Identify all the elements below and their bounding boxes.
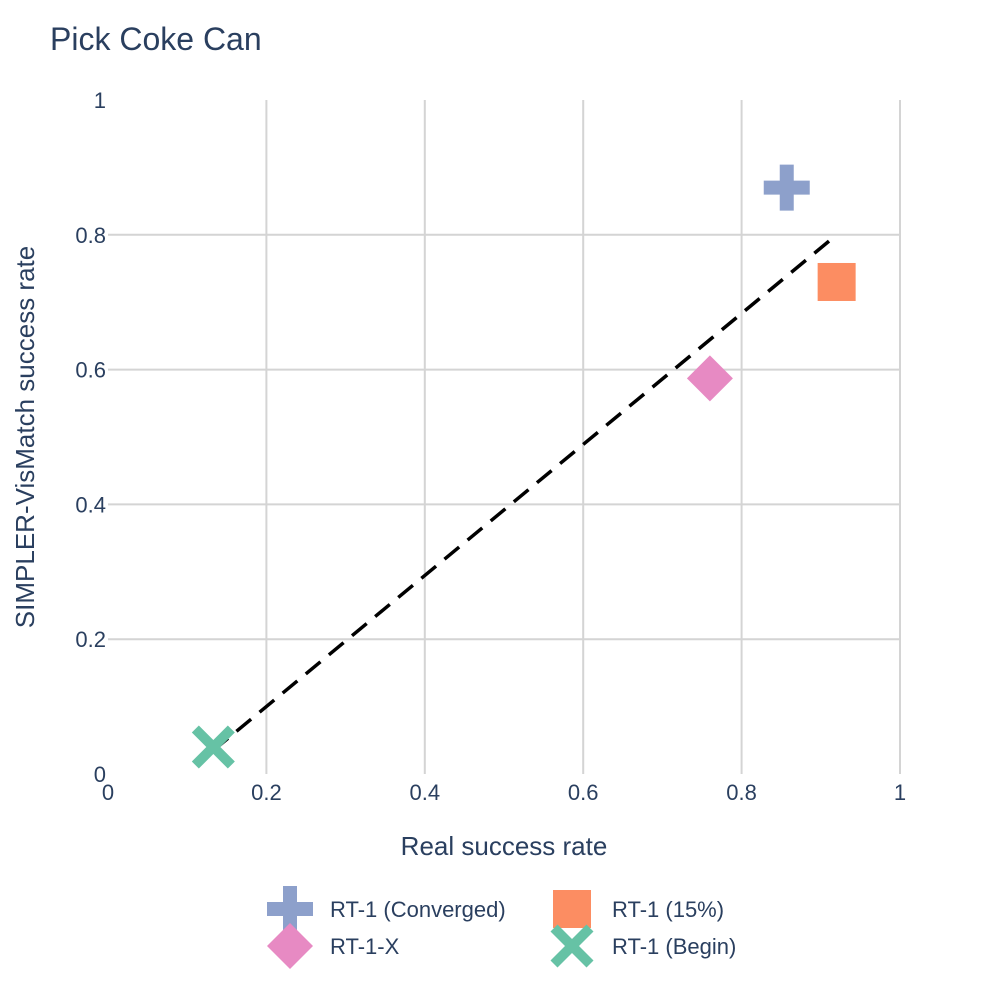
data-point-rt-1-begin (191, 725, 235, 769)
y-tick-label: 1 (94, 88, 106, 113)
x-tick-label: 0 (102, 780, 114, 805)
data-point-rt-1-converged (763, 164, 810, 211)
x-tick-label: 0.8 (726, 780, 757, 805)
legend-item-rt-1-begin: RT-1 (Begin) (550, 924, 736, 968)
x-tick-label: 1 (894, 780, 906, 805)
y-tick-label: 0.6 (75, 358, 106, 383)
y-tick-label: 0.4 (75, 492, 106, 517)
data-point-rt-1-x (686, 355, 733, 402)
legend-item-rt-1-x: RT-1-X (267, 923, 400, 969)
legend-label: RT-1 (15%) (612, 897, 724, 922)
fit-line (212, 233, 838, 752)
legend-item-rt-1-15: RT-1 (15%) (553, 890, 724, 928)
legend-label: RT-1 (Begin) (612, 934, 736, 959)
chart-title: Pick Coke Can (50, 21, 262, 57)
legend-marker-x (550, 924, 594, 968)
tick-labels: 0 0.2 0.4 0.6 0.8 1 0 0.2 0.4 0.6 0.8 1 (75, 88, 906, 805)
fit-line-layer (212, 233, 838, 752)
grid-lines (108, 100, 901, 774)
legend: RT-1 (Converged) RT-1 (15%) RT-1-X RT-1 (Be… (267, 886, 736, 969)
y-tick-label: 0.2 (75, 627, 106, 652)
y-tick-label: 0 (94, 762, 106, 787)
legend-marker-cross (267, 886, 313, 932)
legend-marker-diamond (267, 923, 313, 969)
legend-label: RT-1 (Converged) (330, 897, 506, 922)
x-tick-label: 0.2 (251, 780, 282, 805)
data-points (191, 164, 856, 769)
legend-label: RT-1-X (330, 934, 400, 959)
data-point-rt-1-15 (817, 262, 856, 301)
y-tick-label: 0.8 (75, 223, 106, 248)
y-axis-title: SIMPLER-VisMatch success rate (10, 246, 40, 628)
x-axis-title: Real success rate (401, 831, 608, 861)
x-tick-label: 0.6 (568, 780, 599, 805)
x-tick-label: 0.4 (410, 780, 441, 805)
legend-marker-square (553, 890, 591, 928)
legend-item-rt-1-converged: RT-1 (Converged) (267, 886, 506, 932)
